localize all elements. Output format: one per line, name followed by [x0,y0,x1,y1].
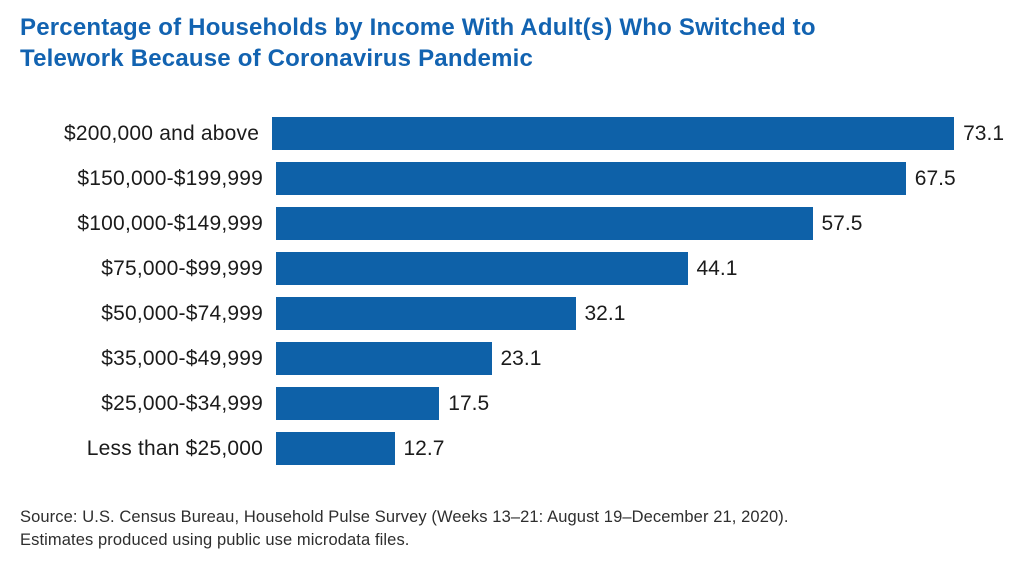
value-label: 23.1 [500,346,542,370]
bar [272,117,955,150]
bar [276,387,440,420]
bar-row: $35,000-$49,999 23.1 [20,342,1004,375]
bar-row: $50,000-$74,999 32.1 [20,297,1004,330]
value-label: 57.5 [821,211,863,235]
chart-title-line1: Percentage of Households by Income With … [20,14,816,41]
bar [276,432,395,465]
bar-row: Less than $25,000 12.7 [20,432,1004,465]
value-label: 73.1 [963,121,1004,145]
source-note-line2: Estimates produced using public use micr… [20,531,410,549]
bar-track: 44.1 [276,252,1004,285]
bar-track: 32.1 [276,297,1004,330]
bar-track: 57.5 [276,207,1004,240]
category-label: $35,000-$49,999 [101,346,263,370]
value-label: 17.5 [448,391,490,415]
bar-row: $75,000-$99,999 44.1 [20,252,1004,285]
source-note: Source: U.S. Census Bureau, Household Pu… [20,506,1004,552]
value-label: 67.5 [914,166,956,190]
category-label: Less than $25,000 [86,436,263,460]
bar-track: 12.7 [276,432,1004,465]
bar-chart: $200,000 and above 73.1 $150,000-$199,999 6… [20,117,1004,465]
category-label: $200,000 and above [64,121,260,145]
value-label: 32.1 [584,301,626,325]
bar-track: 23.1 [276,342,1004,375]
value-label: 12.7 [403,436,445,460]
category-label: $150,000-$199,999 [77,166,263,190]
chart-title-line2: Telework Because of Coronavirus Pandemic [20,45,534,72]
bar-track: 67.5 [276,162,1004,195]
bar-row: $100,000-$149,999 57.5 [20,207,1004,240]
bar [276,252,688,285]
chart-title: Percentage of Households by Income With … [20,12,1004,74]
bar [276,297,576,330]
bar [276,162,906,195]
source-note-line1: Source: U.S. Census Bureau, Household Pu… [20,508,789,526]
bar-track: 73.1 [272,117,1004,150]
category-label: $25,000-$34,999 [101,391,263,415]
bar-row: $200,000 and above 73.1 [20,117,1004,150]
value-label: 44.1 [696,256,738,280]
bar [276,207,813,240]
bar [276,342,492,375]
bar-row: $25,000-$34,999 17.5 [20,387,1004,420]
category-label: $50,000-$74,999 [101,301,263,325]
category-label: $100,000-$149,999 [77,211,263,235]
bar-row: $150,000-$199,999 67.5 [20,162,1004,195]
category-label: $75,000-$99,999 [101,256,263,280]
bar-track: 17.5 [276,387,1004,420]
